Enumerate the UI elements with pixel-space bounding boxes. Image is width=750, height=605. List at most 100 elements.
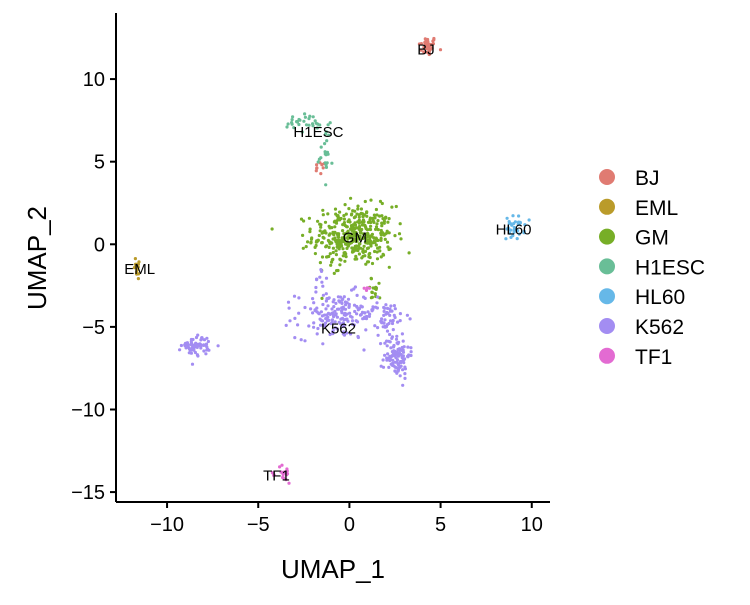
data-point — [323, 161, 327, 165]
data-point — [337, 299, 341, 303]
data-point — [301, 246, 305, 250]
data-point — [204, 342, 209, 346]
data-point — [427, 52, 432, 56]
data-point — [324, 231, 328, 235]
data-point — [351, 209, 355, 213]
data-point — [367, 286, 371, 290]
data-point — [366, 260, 371, 264]
data-point — [136, 262, 140, 266]
data-point — [400, 359, 404, 363]
data-point — [303, 305, 307, 310]
data-point — [366, 310, 370, 314]
data-point — [362, 286, 366, 290]
data-point — [376, 219, 380, 223]
data-point — [313, 245, 317, 249]
data-point — [382, 233, 386, 237]
data-point — [303, 339, 307, 343]
data-point — [387, 365, 391, 369]
data-point — [347, 207, 351, 211]
data-point — [316, 219, 320, 223]
data-point — [389, 346, 393, 350]
data-point — [369, 296, 373, 300]
data-point — [362, 348, 366, 352]
data-point — [314, 121, 318, 125]
data-point — [312, 301, 316, 305]
data-point — [374, 236, 378, 240]
data-point — [318, 123, 322, 127]
data-point — [319, 172, 323, 176]
data-point — [342, 236, 346, 240]
data-point — [388, 332, 392, 337]
data-point — [383, 237, 387, 241]
data-point — [287, 481, 291, 485]
data-point — [379, 238, 383, 242]
data-point — [362, 244, 366, 248]
data-point — [308, 227, 312, 231]
data-point — [351, 239, 355, 243]
data-point — [304, 245, 308, 249]
data-point — [368, 237, 372, 241]
data-point — [299, 338, 303, 342]
data-point — [354, 254, 358, 258]
data-point — [353, 309, 357, 314]
data-point — [510, 223, 514, 227]
data-point — [340, 244, 344, 248]
data-point — [365, 210, 369, 214]
data-point — [335, 269, 339, 273]
data-point — [359, 211, 363, 215]
data-point — [328, 121, 332, 125]
data-point — [362, 295, 366, 299]
cluster-label-tf1: TF1 — [263, 468, 290, 485]
data-point — [375, 250, 379, 254]
data-point — [392, 354, 396, 358]
data-point — [196, 354, 200, 358]
data-point — [353, 285, 357, 289]
data-point — [402, 357, 406, 361]
data-point — [369, 276, 373, 280]
data-point — [321, 208, 325, 212]
data-point — [431, 39, 435, 43]
data-point — [403, 376, 407, 380]
data-point — [347, 305, 351, 309]
data-point — [324, 276, 329, 280]
data-point — [398, 365, 402, 370]
data-point — [293, 336, 297, 340]
data-point — [373, 249, 377, 254]
data-point — [427, 47, 431, 51]
data-point — [323, 152, 327, 156]
data-point — [362, 223, 366, 227]
data-point — [313, 252, 317, 256]
data-point — [325, 255, 329, 259]
data-point — [401, 368, 405, 372]
data-point — [360, 256, 364, 260]
data-point — [356, 220, 360, 224]
data-point — [340, 309, 344, 313]
data-point — [205, 345, 209, 349]
data-point — [341, 229, 345, 233]
series-gm — [270, 196, 411, 300]
data-point — [343, 300, 348, 304]
data-point — [356, 334, 360, 339]
data-point — [507, 221, 511, 225]
data-point — [369, 198, 373, 202]
data-point — [319, 318, 323, 322]
data-point — [286, 300, 291, 304]
data-point — [374, 225, 379, 229]
data-point — [351, 322, 355, 326]
data-point — [358, 234, 362, 238]
data-point — [315, 278, 319, 282]
data-point — [363, 199, 367, 204]
data-point — [373, 324, 377, 328]
data-point — [349, 213, 354, 217]
data-point — [296, 323, 300, 327]
data-point — [318, 275, 322, 279]
data-point — [342, 330, 346, 334]
axes-layer — [115, 13, 550, 503]
data-point — [194, 343, 198, 347]
data-point — [423, 50, 427, 54]
data-point — [387, 217, 391, 221]
cluster-label-k562: K562 — [321, 321, 356, 338]
data-point — [422, 45, 426, 49]
data-point — [132, 266, 136, 270]
